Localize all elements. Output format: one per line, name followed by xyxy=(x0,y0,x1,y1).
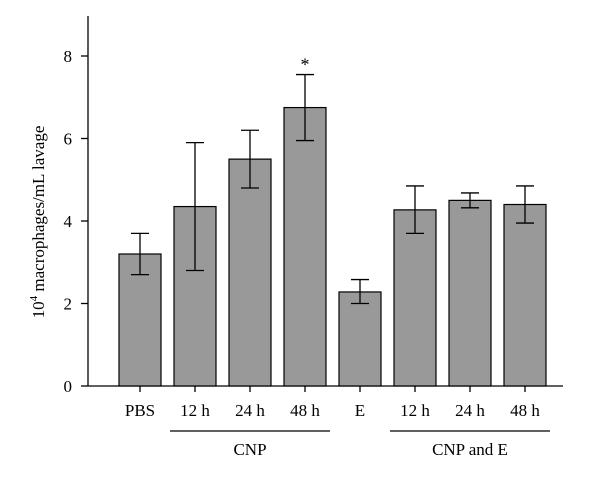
group-label: CNP and E xyxy=(432,440,508,459)
bar xyxy=(448,199,492,387)
bar xyxy=(503,203,547,387)
y-label-exponent: 4 xyxy=(28,295,40,301)
error-bars xyxy=(131,73,534,305)
x-tick-label: E xyxy=(355,401,365,420)
y-tick-label: 4 xyxy=(64,212,73,231)
x-tick-label: 24 h xyxy=(455,401,485,420)
y-axis-label: 104 macrophages/mL lavage xyxy=(28,126,48,319)
y-tick-label: 6 xyxy=(64,130,73,149)
x-tick-label: 48 h xyxy=(290,401,320,420)
x-tick-labels: PBS 12 h 24 h 48 h E 12 h 24 h 48 h xyxy=(125,386,540,420)
x-tick-label: 12 h xyxy=(400,401,430,420)
y-label-base: 10 xyxy=(29,301,48,318)
x-tick-label: PBS xyxy=(125,401,155,420)
y-label-text: macrophages/mL lavage xyxy=(29,126,48,296)
y-tick-label: 8 xyxy=(64,47,73,66)
y-tick-label: 0 xyxy=(64,377,73,396)
bar xyxy=(283,106,327,387)
x-tick-label: 12 h xyxy=(180,401,210,420)
bar xyxy=(393,209,437,387)
x-tick-label: 24 h xyxy=(235,401,265,420)
y-ticks: 0 2 4 6 8 xyxy=(64,47,88,396)
bar xyxy=(228,158,272,387)
annotations: * xyxy=(301,55,310,75)
y-tick-label: 2 xyxy=(64,295,73,314)
group-label: CNP xyxy=(233,440,266,459)
x-tick-label: 48 h xyxy=(510,401,540,420)
bars xyxy=(118,106,547,387)
significance-marker: * xyxy=(301,55,310,75)
bar xyxy=(338,291,382,387)
group-brackets: CNP CNP and E xyxy=(170,430,550,459)
